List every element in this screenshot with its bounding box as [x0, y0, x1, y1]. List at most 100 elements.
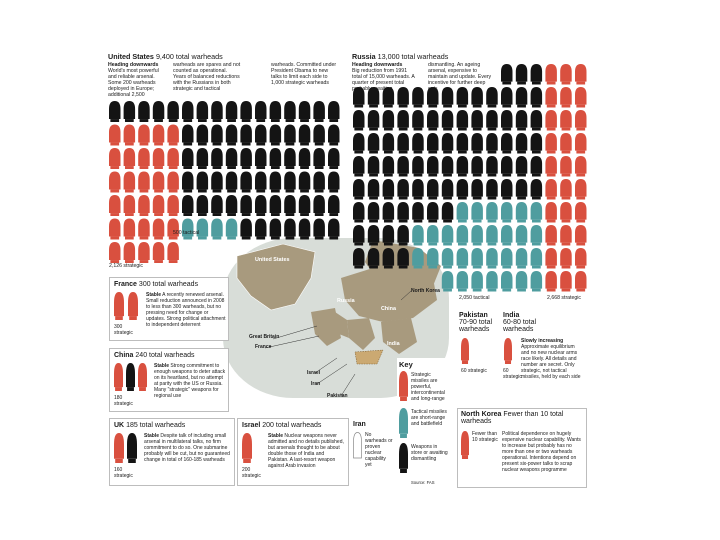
key-panel: Key Strategic missiles are powerful, int…: [397, 358, 449, 486]
russia-warhead: [367, 156, 380, 177]
uk-strategic-label: 160 strategic: [114, 467, 133, 479]
us-warhead: [328, 218, 340, 240]
russia-warhead: [427, 156, 439, 177]
russia-warhead: [471, 179, 483, 200]
us-warhead: [313, 218, 325, 240]
russia-warhead: [353, 156, 365, 177]
russia-warhead: [471, 225, 483, 246]
israel-warhead: [242, 433, 252, 463]
russia-warhead: [560, 87, 572, 108]
russia-warhead: [545, 271, 557, 292]
russia-warhead: [397, 87, 409, 108]
us-warhead: [269, 195, 282, 216]
us-warhead: [196, 171, 209, 193]
russia-warhead: [353, 202, 365, 223]
russia-warhead: [382, 156, 395, 177]
russia-warhead: [412, 179, 424, 200]
us-warhead: [152, 101, 165, 122]
key-icons: [399, 371, 408, 473]
russia-warhead: [367, 225, 380, 246]
russia-warhead: [427, 87, 439, 108]
russia-warhead: [560, 271, 572, 292]
us-warhead: [284, 148, 296, 169]
russia-warhead: [441, 87, 454, 108]
us-warhead: [240, 195, 252, 216]
infographic: United States 9,400 total warheads Headi…: [105, 48, 590, 488]
russia-warhead: [441, 133, 454, 154]
russia-warhead: [471, 87, 483, 108]
us-warhead: [196, 124, 209, 146]
israel-panel: Israel 200 total warheads 200 strategic …: [237, 418, 349, 486]
russia-warhead: [441, 225, 454, 246]
russia-warhead: [367, 87, 380, 108]
key-stored-warhead: [399, 443, 408, 473]
us-warhead: [284, 101, 296, 122]
russia-strategic-label: 2,668 strategic: [547, 295, 582, 301]
russia-warhead: [501, 87, 513, 108]
us-warhead: [225, 101, 238, 122]
us-warhead: [211, 148, 223, 169]
us-warhead: [152, 124, 165, 146]
russia-warhead: [412, 225, 424, 246]
map-label-great-britain: Great Britain: [249, 334, 280, 340]
russia-warhead: [515, 248, 528, 269]
iran-empty-warhead: [353, 432, 362, 459]
us-warhead: [109, 148, 121, 169]
russia-warhead: [515, 179, 528, 200]
russia-warhead: [441, 110, 454, 131]
map-label-pakistan: Pakistan: [327, 393, 348, 399]
russia-warhead: [441, 179, 454, 200]
russia-warhead: [471, 133, 483, 154]
russia-warhead: [486, 110, 498, 131]
russia-warhead: [515, 225, 528, 246]
russia-warhead: [501, 64, 513, 85]
map-label-us: United States: [255, 257, 290, 263]
us-warhead: [167, 124, 179, 146]
map-leader-lines: [264, 290, 412, 397]
us-warhead: [152, 195, 165, 216]
us-warhead: [240, 218, 252, 240]
north-korea-strategic-label: Fewer than 10 strategic: [472, 431, 498, 443]
north-korea-warhead-icons: [461, 431, 469, 459]
map-leader-line: [340, 373, 356, 397]
us-warhead: [313, 148, 325, 169]
iran-text: No warheads or proven nuclear capability…: [365, 432, 393, 468]
map-label-france: France: [255, 344, 272, 350]
us-warhead: [167, 195, 179, 216]
russia-warhead: [501, 225, 513, 246]
russia-warhead: [456, 110, 469, 131]
map-leader-line: [272, 325, 318, 340]
france-strategic-label: 300 strategic: [114, 324, 133, 336]
us-warhead: [196, 148, 209, 169]
us-warhead: [138, 218, 150, 240]
map-label-north-korea: North Korea: [411, 288, 440, 294]
russia-warhead: [412, 156, 424, 177]
us-warhead: [182, 171, 194, 193]
israel-text: Stable Nuclear weapons never admitted an…: [268, 433, 344, 469]
russia-warhead: [545, 202, 557, 223]
russia-warhead: [560, 110, 572, 131]
russia-warhead: [501, 271, 513, 292]
russia-warhead: [545, 225, 557, 246]
russia-warhead: [412, 133, 424, 154]
us-warhead: [182, 124, 194, 146]
china-warhead-icons: [114, 363, 147, 391]
us-warhead: [269, 148, 282, 169]
russia-warhead: [412, 87, 424, 108]
russia-warhead: [427, 110, 439, 131]
us-warhead: [328, 101, 340, 122]
russia-warhead: [397, 248, 409, 269]
us-warhead: [240, 148, 252, 169]
key-strategic-warhead: [399, 371, 408, 401]
russia-warhead: [456, 225, 469, 246]
russia-warhead: [397, 133, 409, 154]
france-warhead-icons: [114, 292, 138, 320]
us-warhead: [138, 124, 150, 146]
north-korea-title: North Korea Fewer than 10 total warheads: [461, 411, 564, 425]
us-warhead: [138, 148, 150, 169]
russia-warhead: [501, 133, 513, 154]
world-map: [223, 238, 449, 398]
us-warhead: [225, 124, 238, 146]
us-warhead: [211, 218, 223, 240]
russia-warhead: [545, 248, 557, 269]
